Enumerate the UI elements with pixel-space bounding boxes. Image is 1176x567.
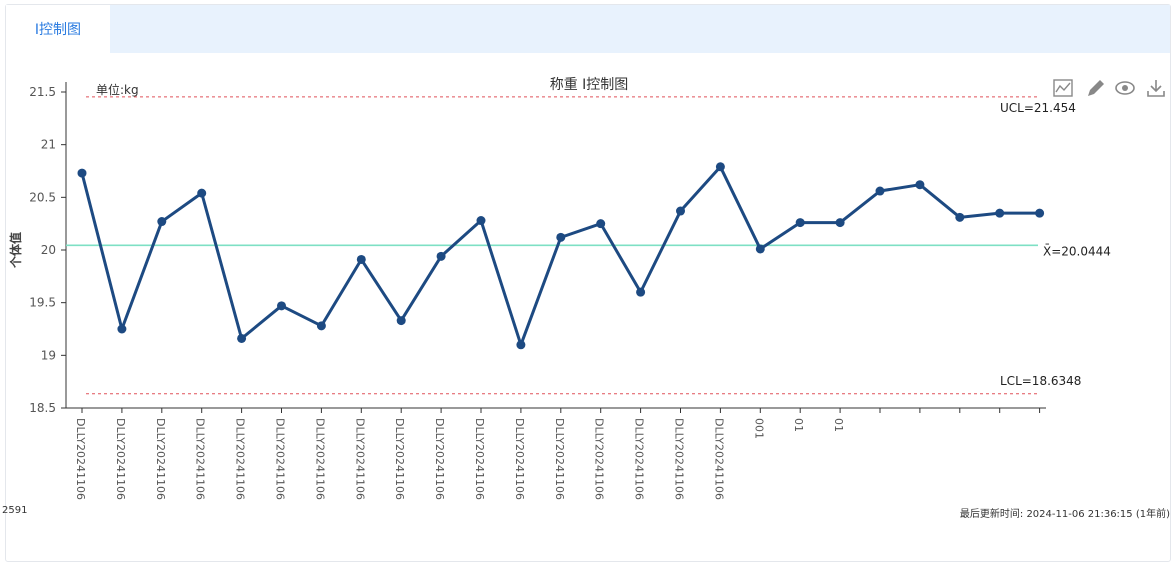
data-point[interactable] [1035, 208, 1045, 218]
y-tick-label: 19.5 [29, 296, 56, 310]
line-chart-icon[interactable] [1053, 79, 1073, 97]
x-tick-label: DLLY20241106 [154, 418, 167, 500]
unit-label: 单位:kg [96, 82, 139, 97]
data-point[interactable] [596, 219, 606, 229]
ucl-label: UCL=21.454 [1000, 101, 1076, 115]
download-icon[interactable] [1147, 80, 1165, 97]
data-point[interactable] [197, 188, 207, 198]
x-tick-label: DLLY20241106 [313, 418, 326, 500]
x-tick-label: DLLY20241106 [553, 418, 566, 500]
data-point[interactable] [835, 218, 845, 228]
data-point[interactable] [157, 217, 167, 227]
x-tick-label: DLLY20241106 [353, 418, 366, 500]
x-tick-label: DLLY20241106 [433, 418, 446, 500]
data-point[interactable] [755, 244, 765, 254]
data-point[interactable] [396, 316, 406, 326]
series-line [80, 165, 1040, 347]
y-tick-label: 21 [41, 138, 56, 152]
x-tick-label: DLLY20241106 [274, 418, 287, 500]
data-point[interactable] [915, 180, 925, 190]
data-point[interactable] [316, 321, 326, 331]
last-updated: 最后更新时间: 2024-11-06 21:36:15 (1年前) [959, 509, 1170, 520]
x-tick-label: DLLY20241106 [114, 418, 127, 500]
data-point[interactable] [476, 216, 486, 226]
y-tick-label: 21.5 [29, 85, 56, 99]
tab-bar: I控制图 [6, 5, 1170, 53]
center-label: X̄=20.0444 [1043, 244, 1111, 258]
x-tick-label: DLLY20241106 [393, 418, 406, 500]
x-tick-label: DLLY20241106 [633, 418, 646, 500]
x-tick-label: DLLY20241106 [194, 418, 207, 500]
x-tick-label: 001 [752, 418, 765, 439]
x-tick-label: DLLY20241106 [513, 418, 526, 500]
data-point[interactable] [516, 340, 526, 350]
x-tick-label: DLLY20241106 [712, 418, 725, 500]
data-point[interactable] [556, 232, 566, 242]
data-point[interactable] [875, 186, 885, 196]
y-tick-label: 20 [41, 243, 56, 257]
y-tick-label: 19 [41, 348, 56, 362]
data-point[interactable] [676, 206, 685, 216]
chart-title: 称重 I控制图 [550, 77, 629, 93]
data-point[interactable] [237, 333, 247, 343]
y-tick-label: 18.5 [29, 401, 56, 415]
footer-count: 2591 [2, 505, 28, 516]
data-point[interactable] [277, 301, 286, 311]
x-tick-label: DLLY20241106 [74, 418, 87, 500]
y-axis-label: 个体值 [8, 232, 23, 269]
x-tick-label: DLLY20241106 [673, 418, 686, 500]
x-tick-label: 01 [792, 418, 805, 432]
x-tick-label: DLLY20241106 [593, 418, 606, 500]
data-point[interactable] [436, 251, 446, 261]
tab-i-control-chart[interactable]: I控制图 [6, 5, 110, 53]
data-point[interactable] [117, 324, 127, 334]
x-tick-label: 01 [832, 418, 845, 432]
data-point[interactable] [795, 218, 805, 228]
y-tick-label: 20.5 [29, 190, 56, 204]
data-point[interactable] [715, 162, 725, 172]
data-point[interactable] [636, 287, 646, 297]
x-tick-label: DLLY20241106 [234, 418, 247, 500]
pencil-icon[interactable] [1088, 80, 1104, 96]
x-tick-label: DLLY20241106 [473, 418, 486, 500]
lcl-label: LCL=18.6348 [1000, 374, 1081, 388]
data-point[interactable] [955, 212, 965, 222]
eye-icon[interactable] [1115, 81, 1135, 95]
data-point[interactable] [77, 168, 87, 178]
data-point[interactable] [356, 254, 366, 264]
data-point[interactable] [995, 208, 1005, 218]
